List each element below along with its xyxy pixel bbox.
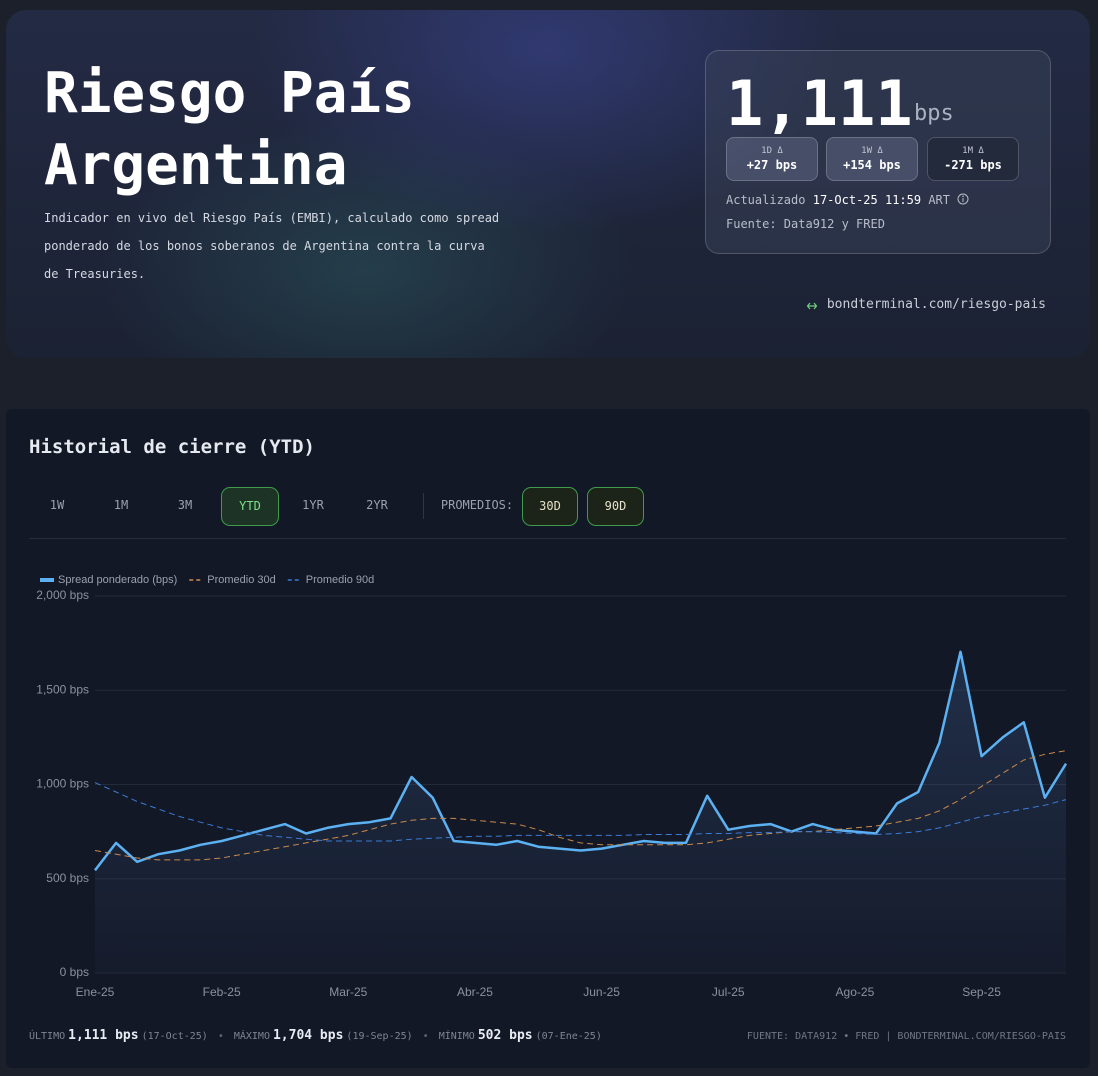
page-title: Riesgo País Argentina bbox=[44, 61, 415, 198]
series-area bbox=[95, 651, 1066, 973]
divider bbox=[29, 538, 1066, 539]
stat-date: (19-Sep-25) bbox=[346, 1031, 413, 1042]
y-tick-label: 0 bps bbox=[60, 965, 89, 979]
stat-date: (17-Oct-25) bbox=[141, 1031, 208, 1042]
timezone: ART bbox=[928, 193, 951, 207]
average-toggle[interactable]: 90D bbox=[587, 487, 644, 526]
range-button[interactable]: 3M bbox=[177, 498, 193, 512]
stat-value: 1,704 bps bbox=[272, 1028, 344, 1043]
change-value: +154 bps bbox=[843, 158, 901, 172]
legend-label: Promedio 90d bbox=[306, 574, 375, 586]
value-unit: bps bbox=[914, 101, 954, 126]
stat-date: (07-Ene-25) bbox=[535, 1031, 602, 1042]
legend-label: Promedio 30d bbox=[207, 574, 276, 586]
series-line bbox=[94, 750, 1067, 861]
stat-value: 1,111 bps bbox=[68, 1028, 139, 1043]
separator bbox=[423, 493, 424, 519]
link-text[interactable]: bondterminal.com/riesgo-pais bbox=[826, 297, 1046, 312]
change-box: 1M Δ -271 bps bbox=[927, 137, 1019, 181]
range-button[interactable]: 2YR bbox=[366, 498, 388, 512]
x-tick-label: Ago-25 bbox=[836, 985, 875, 999]
y-tick-label: 2,000 bps bbox=[36, 588, 89, 602]
description: Indicador en vivo del Riesgo País (EMBI)… bbox=[44, 211, 500, 281]
stat-label: MÁXIMO bbox=[233, 1031, 270, 1042]
x-tick-label: Sep-25 bbox=[962, 985, 1001, 999]
x-tick-label: Feb-25 bbox=[203, 985, 241, 999]
stat-value: 502 bps bbox=[477, 1028, 533, 1043]
change-box: 1W Δ +154 bps bbox=[826, 137, 918, 181]
x-tick-label: Abr-25 bbox=[457, 985, 493, 999]
link-icon bbox=[806, 302, 818, 310]
y-tick-label: 500 bps bbox=[46, 871, 89, 885]
legend-label: Spread ponderado (bps) bbox=[58, 574, 177, 586]
quote-card: 1,111 bps 1D Δ +27 bps 1W Δ +154 bps 1M Δ -… bbox=[705, 50, 1051, 254]
updated-time: 17-Oct-25 11:59 bbox=[812, 193, 922, 207]
range-button[interactable]: 1YR bbox=[302, 498, 324, 512]
change-label: 1M Δ bbox=[962, 146, 984, 156]
change-label: 1W Δ bbox=[861, 146, 883, 156]
x-tick-label: Jul-25 bbox=[712, 985, 745, 999]
change-label: 1D Δ bbox=[761, 146, 783, 156]
stat-label: ÚLTIMO bbox=[29, 1031, 66, 1042]
averages-label: PROMEDIOS: bbox=[440, 498, 514, 512]
change-box: 1D Δ +27 bps bbox=[726, 137, 818, 181]
change-value: -271 bps bbox=[944, 158, 1002, 172]
change-value: +27 bps bbox=[746, 158, 798, 172]
x-tick-label: Jun-25 bbox=[583, 985, 620, 999]
stat-label: MÍNIMO bbox=[438, 1031, 475, 1042]
average-toggle[interactable]: 30D bbox=[522, 487, 578, 526]
stat: ÚLTIMO 1,111 bps (17-Oct-25) bbox=[29, 1028, 208, 1043]
updated-label: Actualizado bbox=[726, 193, 806, 207]
series-line bbox=[94, 650, 1068, 872]
source: Fuente: Data912 y FRED bbox=[726, 217, 885, 231]
info-icon[interactable] bbox=[957, 193, 969, 205]
link[interactable]: bondterminal.com/riesgo-pais bbox=[806, 297, 1046, 312]
footer-source: FUENTE: DATA912 • FRED | BONDTERMINAL.CO… bbox=[746, 1031, 1066, 1042]
updated: Actualizado 17-Oct-25 11:59 ART bbox=[726, 193, 969, 207]
current-value: 1,111 bbox=[726, 67, 913, 140]
x-tick-label: Mar-25 bbox=[329, 985, 367, 999]
y-tick-label: 1,500 bps bbox=[36, 682, 89, 696]
y-tick-label: 1,000 bps bbox=[36, 777, 89, 791]
x-tick-label: Ene-25 bbox=[76, 985, 115, 999]
range-button[interactable]: 1M bbox=[113, 498, 129, 512]
hero-card: Riesgo País Argentina Indicador en vivo … bbox=[6, 10, 1090, 358]
section-title: Historial de cierre (YTD) bbox=[29, 436, 315, 458]
series-line bbox=[94, 782, 1067, 842]
range-button[interactable]: YTD bbox=[221, 487, 279, 526]
range-button[interactable]: 1W bbox=[49, 498, 65, 512]
